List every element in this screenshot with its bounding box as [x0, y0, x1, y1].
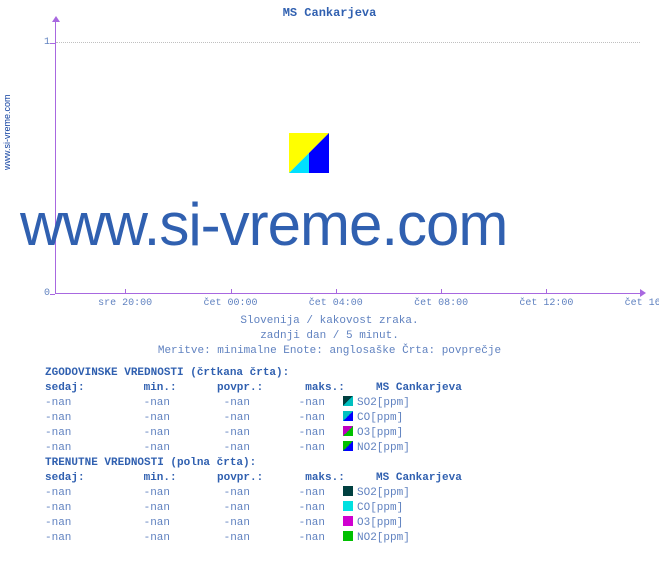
col-station: MS Cankarjeva — [376, 471, 462, 486]
x-tick-label: sre 20:00 — [95, 298, 155, 309]
legend-label: SO2[ppm] — [357, 487, 410, 499]
table-row: -nan-nan-nan-nanNO2[ppm] — [45, 531, 462, 546]
legend-swatch — [343, 531, 353, 541]
cell-sedaj: -nan — [45, 396, 100, 411]
x-tick-mark — [546, 289, 547, 294]
cell-sedaj: -nan — [45, 426, 100, 441]
cell-min: -nan — [100, 486, 170, 501]
cell-povpr: -nan — [170, 411, 250, 426]
x-axis-arrow — [640, 289, 646, 297]
legend-swatch — [343, 501, 353, 511]
table-row: -nan-nan-nan-nanO3[ppm] — [45, 516, 462, 531]
section-header-curr: TRENUTNE VREDNOSTI (polna črta): — [45, 456, 462, 471]
side-url: www.si-vreme.com — [2, 94, 12, 170]
legend-label: O3[ppm] — [357, 427, 403, 439]
y-axis-arrow — [52, 16, 60, 22]
table-row: -nan-nan-nan-nanNO2[ppm] — [45, 441, 462, 456]
col-maks: maks.: — [270, 381, 345, 396]
cell-sedaj: -nan — [45, 531, 100, 546]
table-row: -nan-nan-nan-nanSO2[ppm] — [45, 396, 462, 411]
y-tick-label: 0 — [36, 288, 50, 299]
legend-swatch — [343, 426, 353, 436]
cell-maks: -nan — [250, 396, 325, 411]
cell-maks: -nan — [250, 501, 325, 516]
caption-line: zadnji dan / 5 minut. — [0, 329, 659, 344]
x-tick-mark — [125, 289, 126, 294]
cell-sedaj: -nan — [45, 441, 100, 456]
legend-label: O3[ppm] — [357, 517, 403, 529]
col-povpr: povpr.: — [183, 381, 263, 396]
chart-title: MS Cankarjeva — [0, 6, 659, 20]
cell-min: -nan — [100, 411, 170, 426]
cell-min: -nan — [100, 426, 170, 441]
cell-sedaj: -nan — [45, 411, 100, 426]
column-headers: sedaj: min.: povpr.: maks.: MS Cankarjev… — [45, 381, 462, 396]
cell-min: -nan — [100, 501, 170, 516]
y-tick-mark — [50, 43, 55, 44]
legend-swatch — [343, 486, 353, 496]
cell-maks: -nan — [250, 411, 325, 426]
y-tick-mark — [50, 294, 55, 295]
legend-swatch — [343, 411, 353, 421]
col-sedaj: sedaj: — [45, 381, 100, 396]
cell-maks: -nan — [250, 426, 325, 441]
table-row: -nan-nan-nan-nanCO[ppm] — [45, 411, 462, 426]
cell-povpr: -nan — [170, 531, 250, 546]
watermark-text: www.si-vreme.com — [20, 190, 659, 259]
x-tick-mark — [231, 289, 232, 294]
cell-maks: -nan — [250, 531, 325, 546]
cell-min: -nan — [100, 531, 170, 546]
cell-sedaj: -nan — [45, 486, 100, 501]
col-station: MS Cankarjeva — [376, 381, 462, 396]
cell-min: -nan — [100, 396, 170, 411]
table-row: -nan-nan-nan-nanCO[ppm] — [45, 501, 462, 516]
legend-swatch — [343, 516, 353, 526]
cell-povpr: -nan — [170, 396, 250, 411]
cell-povpr: -nan — [170, 441, 250, 456]
caption-line: Slovenija / kakovost zraka. — [0, 314, 659, 329]
x-tick-label: čet 00:00 — [201, 298, 261, 309]
cell-povpr: -nan — [170, 486, 250, 501]
cell-povpr: -nan — [170, 501, 250, 516]
column-headers: sedaj: min.: povpr.: maks.: MS Cankarjev… — [45, 471, 462, 486]
col-min: min.: — [107, 381, 177, 396]
caption-block: Slovenija / kakovost zraka. zadnji dan /… — [0, 314, 659, 359]
cell-maks: -nan — [250, 516, 325, 531]
data-tables: ZGODOVINSKE VREDNOSTI (črtkana črta): se… — [45, 366, 462, 546]
legend-label: CO[ppm] — [357, 502, 403, 514]
x-tick-label: čet 16:00 — [622, 298, 659, 309]
x-tick-label: čet 12:00 — [516, 298, 576, 309]
x-tick-label: čet 08:00 — [411, 298, 471, 309]
table-row: -nan-nan-nan-nanO3[ppm] — [45, 426, 462, 441]
legend-label: NO2[ppm] — [357, 532, 410, 544]
col-maks: maks.: — [270, 471, 345, 486]
cell-povpr: -nan — [170, 426, 250, 441]
section-header-hist: ZGODOVINSKE VREDNOSTI (črtkana črta): — [45, 366, 462, 381]
cell-maks: -nan — [250, 486, 325, 501]
col-sedaj: sedaj: — [45, 471, 100, 486]
legend-label: CO[ppm] — [357, 412, 403, 424]
cell-sedaj: -nan — [45, 501, 100, 516]
caption-line: Meritve: minimalne Enote: anglosaške Črt… — [0, 344, 659, 359]
legend-swatch — [343, 396, 353, 406]
legend-label: SO2[ppm] — [357, 397, 410, 409]
x-tick-mark — [336, 289, 337, 294]
cell-maks: -nan — [250, 441, 325, 456]
cell-sedaj: -nan — [45, 516, 100, 531]
table-row: -nan-nan-nan-nanSO2[ppm] — [45, 486, 462, 501]
logo-icon — [289, 133, 329, 173]
x-tick-mark — [441, 289, 442, 294]
cell-povpr: -nan — [170, 516, 250, 531]
x-tick-label: čet 04:00 — [306, 298, 366, 309]
cell-min: -nan — [100, 441, 170, 456]
y-tick-label: 1 — [36, 37, 50, 48]
cell-min: -nan — [100, 516, 170, 531]
legend-swatch — [343, 441, 353, 451]
legend-label: NO2[ppm] — [357, 442, 410, 454]
col-povpr: povpr.: — [183, 471, 263, 486]
col-min: min.: — [107, 471, 177, 486]
